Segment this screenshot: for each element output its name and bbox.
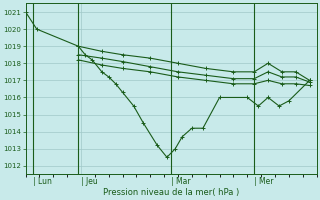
X-axis label: Pression niveau de la mer( hPa ): Pression niveau de la mer( hPa ) <box>103 188 239 197</box>
